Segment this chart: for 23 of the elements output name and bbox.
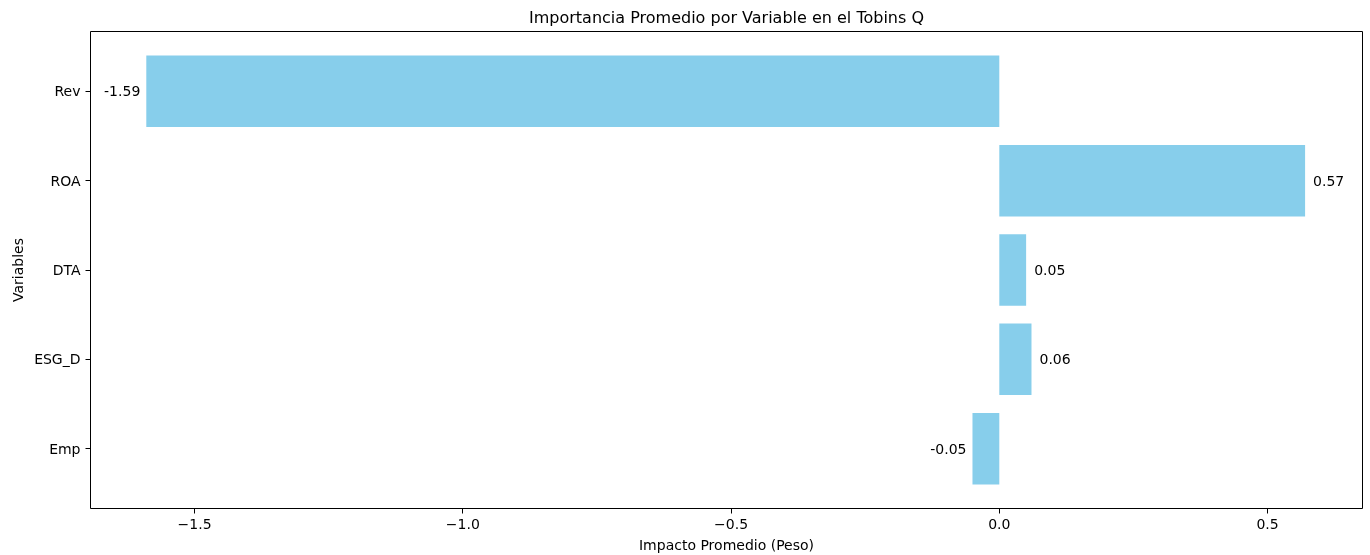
bar [146,55,1000,128]
x-axis-title: Impacto Promedio (Peso) [638,536,815,553]
x-tick-label: 0.5 [1256,515,1279,532]
data-label: -0.05 [930,440,967,457]
chart-title: Importancia Promedio por Variable en el Tobins Q [529,7,924,27]
y-tick-label: Emp [49,440,81,457]
bar [999,144,1306,217]
y-tick-label: ROA [50,172,81,189]
data-label: 0.06 [1039,351,1071,368]
x-tick-label: −1.5 [177,515,212,532]
bar [999,234,1027,306]
y-tick-label: DTA [52,262,81,278]
data-label: 0.05 [1034,262,1066,278]
y-tick-label: ESG_D [34,351,81,368]
y-tick-label: Rev [54,83,81,100]
x-tick-label: −0.5 [714,515,749,532]
data-label: -1.59 [104,83,141,100]
bar [972,412,1000,485]
x-tick-label: 0.0 [988,515,1011,532]
x-tick-label: −1.0 [445,515,480,532]
y-axis-title: Variables [10,238,27,302]
bar [999,323,1032,396]
data-label: 0.57 [1313,172,1345,189]
